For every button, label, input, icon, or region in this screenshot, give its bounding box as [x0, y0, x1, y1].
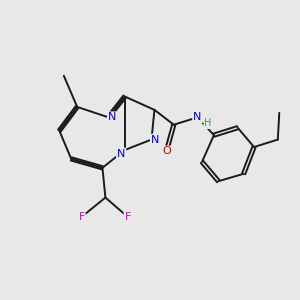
Text: F: F — [79, 212, 85, 222]
Text: N: N — [108, 112, 116, 122]
Text: F: F — [124, 212, 131, 222]
Text: N: N — [194, 112, 202, 122]
Text: N: N — [194, 112, 202, 122]
Text: H: H — [204, 118, 211, 128]
Text: N: N — [151, 135, 159, 145]
Text: O: O — [162, 146, 171, 157]
Text: N: N — [117, 148, 125, 159]
